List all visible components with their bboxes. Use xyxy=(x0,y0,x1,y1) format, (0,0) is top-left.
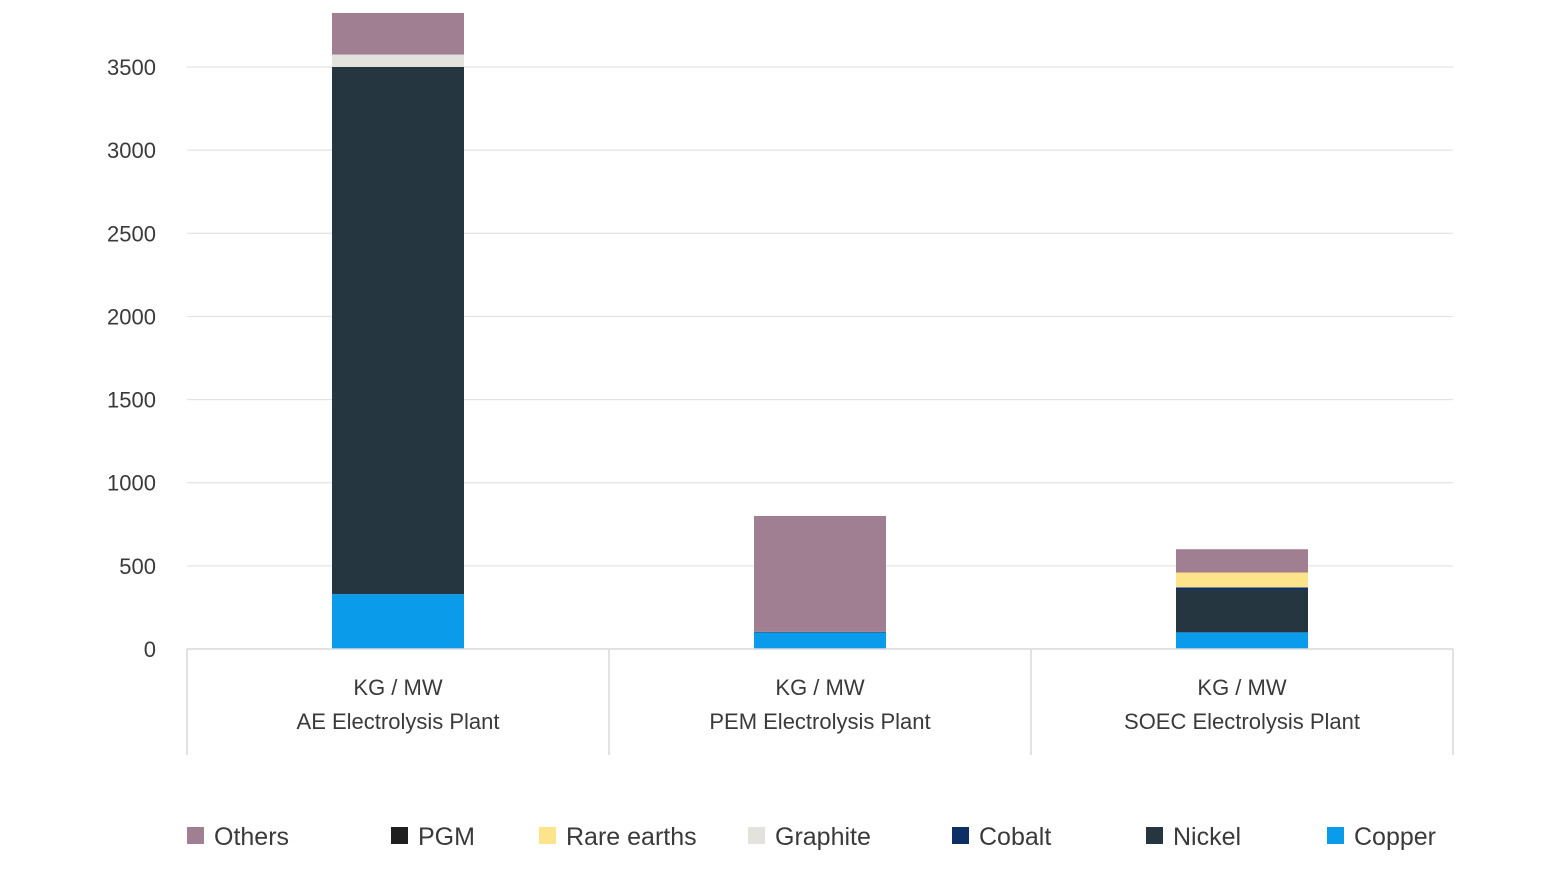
legend-swatch xyxy=(952,827,969,844)
bar-segment-others xyxy=(332,12,464,55)
bar-segment-others xyxy=(1176,549,1308,573)
legend-swatch xyxy=(1327,827,1344,844)
legend-swatch xyxy=(748,827,765,844)
y-tick-label: 2500 xyxy=(107,221,156,246)
legend-item-others: Others xyxy=(187,823,289,851)
legend-swatch xyxy=(539,827,556,844)
category-table: KG / MW AE Electrolysis Plant KG / MW PEM E… xyxy=(186,648,1454,755)
y-tick-label: 3000 xyxy=(107,138,156,163)
bar-segment-nickel xyxy=(332,67,464,595)
legend-item-nickel: Nickel xyxy=(1146,823,1241,851)
y-tick-label: 0 xyxy=(144,637,156,662)
category-unit-label: KG / MW xyxy=(775,675,864,700)
legend-item-copper: Copper xyxy=(1327,823,1436,851)
y-tick-label: 500 xyxy=(119,554,156,579)
bar-segment-others xyxy=(754,515,886,632)
legend: Others PGM Rare earths Graphite Cobalt Nickel… xyxy=(187,823,1436,851)
legend-swatch xyxy=(187,827,204,844)
category-unit-label: KG / MW xyxy=(353,675,442,700)
bar-segment-copper xyxy=(1176,632,1308,649)
legend-label: Copper xyxy=(1354,823,1436,851)
bar-segment-pgm xyxy=(754,631,886,633)
bars xyxy=(332,12,1308,649)
y-axis-tick-labels: 0 500 1000 1500 2000 2500 3000 3500 xyxy=(107,55,156,662)
bar-segment-graphite xyxy=(332,54,464,67)
bar-segment-rare-earths xyxy=(1176,572,1308,588)
legend-swatch xyxy=(391,827,408,844)
legend-label: PGM xyxy=(418,823,475,851)
legend-item-graphite: Graphite xyxy=(748,823,871,851)
y-tick-label: 3500 xyxy=(107,55,156,80)
legend-item-cobalt: Cobalt xyxy=(952,823,1051,851)
bar-segment-copper xyxy=(332,594,464,649)
category-name-label: AE Electrolysis Plant xyxy=(297,709,500,734)
legend-label: Nickel xyxy=(1173,823,1241,851)
category-name-label: PEM Electrolysis Plant xyxy=(709,709,930,734)
legend-label: Graphite xyxy=(775,823,871,851)
bar-segment-nickel xyxy=(1176,589,1308,633)
bar-segment-copper xyxy=(754,632,886,649)
legend-item-pgm: PGM xyxy=(391,823,475,851)
category-name-label: SOEC Electrolysis Plant xyxy=(1124,709,1360,734)
legend-swatch xyxy=(1146,827,1163,844)
legend-label: Others xyxy=(214,823,289,851)
y-tick-label: 2000 xyxy=(107,304,156,329)
category-unit-label: KG / MW xyxy=(1197,675,1286,700)
legend-item-rare-earths: Rare earths xyxy=(539,823,697,851)
legend-label: Cobalt xyxy=(979,823,1051,851)
legend-label: Rare earths xyxy=(566,823,697,851)
y-tick-label: 1500 xyxy=(107,388,156,413)
bar-segment-cobalt xyxy=(1176,587,1308,590)
y-tick-label: 1000 xyxy=(107,471,156,496)
